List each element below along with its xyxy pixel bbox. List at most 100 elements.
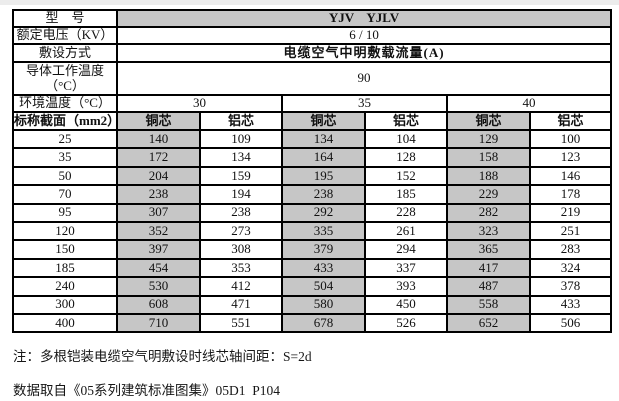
ampacity-value-cell: 204 <box>116 165 201 187</box>
section-label-cell: 标称截面（mm2） <box>12 111 118 131</box>
ampacity-value-cell: 530 <box>116 276 201 297</box>
ampacity-value-cell: 228 <box>364 202 448 223</box>
table-row: 150 397 308 379 294 365 283 <box>12 239 613 260</box>
laying-value-cell: 电缆空气中明敷载流量(A) <box>115 43 613 63</box>
ambient-temp-row: 环境温度（°C） 30 35 40 <box>12 94 613 113</box>
ambient-temp-30-cell: 30 <box>116 94 283 113</box>
ampacity-value-cell: 608 <box>116 294 201 315</box>
ampacity-value-cell: 506 <box>528 312 613 334</box>
table-row: 95 307 238 292 228 282 219 <box>12 202 613 223</box>
section-size-cell: 300 <box>12 294 118 315</box>
ampacity-value-cell: 152 <box>364 165 448 187</box>
ampacity-value-cell: 282 <box>446 202 531 223</box>
ampacity-value-cell: 100 <box>528 128 613 150</box>
voltage-label-cell: 额定电压（KV） <box>12 26 118 45</box>
ampacity-value-cell: 251 <box>528 220 613 242</box>
ampacity-value-cell: 551 <box>199 312 283 334</box>
ampacity-value-cell: 678 <box>281 312 366 334</box>
section-size-cell: 95 <box>12 202 118 223</box>
footnote-spacing: 注：多根铠装电缆空气明敷设时线芯轴间距：S=2d <box>13 349 312 364</box>
aluminum-core-header: 铝芯 <box>528 111 613 131</box>
ampacity-value-cell: 134 <box>281 128 366 150</box>
ampacity-value-cell: 158 <box>446 147 531 168</box>
ampacity-value-cell: 417 <box>446 257 531 279</box>
table-row: 400 710 551 678 526 652 506 <box>12 312 613 334</box>
ampacity-value-cell: 188 <box>446 165 531 187</box>
ampacity-value-cell: 308 <box>199 239 283 260</box>
model-row: 型 号 YJV YJLV <box>12 9 613 28</box>
ampacity-value-cell: 238 <box>199 202 283 223</box>
ampacity-value-cell: 104 <box>364 128 448 150</box>
ampacity-value-cell: 393 <box>364 276 448 297</box>
ampacity-value-cell: 128 <box>364 147 448 168</box>
section-size-cell: 50 <box>12 165 118 187</box>
ampacity-value-cell: 337 <box>364 257 448 279</box>
table-row: 120 352 273 335 261 323 251 <box>12 220 613 242</box>
laying-label-cell: 敷设方式 <box>12 43 118 63</box>
ampacity-value-cell: 134 <box>199 147 283 168</box>
ampacity-value-cell: 412 <box>199 276 283 297</box>
ampacity-value-cell: 397 <box>116 239 201 260</box>
table-row: 240 530 412 504 393 487 378 <box>12 276 613 297</box>
section-size-cell: 400 <box>12 312 118 334</box>
ampacity-value-cell: 324 <box>528 257 613 279</box>
ampacity-value-cell: 185 <box>364 184 448 205</box>
copper-core-header: 铜芯 <box>446 111 531 131</box>
section-size-cell: 120 <box>12 220 118 242</box>
ampacity-value-cell: 159 <box>199 165 283 187</box>
conductor-temp-value-cell: 90 <box>115 61 613 96</box>
ampacity-value-cell: 580 <box>281 294 366 315</box>
ambient-temp-40-cell: 40 <box>445 94 613 113</box>
ampacity-value-cell: 238 <box>281 184 366 205</box>
aluminum-core-header: 铝芯 <box>364 111 448 131</box>
ampacity-value-cell: 194 <box>199 184 283 205</box>
ampacity-value-cell: 378 <box>528 276 613 297</box>
ampacity-value-cell: 229 <box>446 184 531 205</box>
ampacity-value-cell: 352 <box>116 220 201 242</box>
ampacity-value-cell: 526 <box>364 312 448 334</box>
section-size-cell: 70 <box>12 184 118 205</box>
ampacity-value-cell: 323 <box>446 220 531 242</box>
ampacity-value-cell: 129 <box>446 128 531 150</box>
section-size-cell: 185 <box>12 257 118 279</box>
footnote-source: 数据取自《05系列建筑标准图集》05D1 P104 <box>13 383 281 398</box>
voltage-value-cell: 6 / 10 <box>115 26 613 45</box>
ampacity-value-cell: 219 <box>528 202 613 223</box>
ampacity-value-cell: 558 <box>446 294 531 315</box>
section-size-cell: 35 <box>12 147 118 168</box>
copper-core-header: 铜芯 <box>281 111 366 131</box>
rated-voltage-row: 额定电压（KV） 6 / 10 <box>12 26 613 45</box>
ampacity-value-cell: 471 <box>199 294 283 315</box>
ampacity-value-cell: 140 <box>116 128 201 150</box>
ampacity-value-cell: 294 <box>364 239 448 260</box>
table-body: 25 140 109 134 104 129 100 35 172 134 164 128 158 123… <box>12 128 613 334</box>
ampacity-value-cell: 283 <box>528 239 613 260</box>
ampacity-value-cell: 123 <box>528 147 613 168</box>
table-row: 35 172 134 164 128 158 123 <box>12 147 613 168</box>
table-row: 185 454 353 433 337 417 324 <box>12 257 613 279</box>
ampacity-value-cell: 652 <box>446 312 531 334</box>
ampacity-value-cell: 454 <box>116 257 201 279</box>
table-row: 70 238 194 238 185 229 178 <box>12 184 613 205</box>
ampacity-value-cell: 335 <box>281 220 366 242</box>
ambient-temp-label-cell: 环境温度（°C） <box>12 94 118 113</box>
table-row: 50 204 159 195 152 188 146 <box>12 165 613 187</box>
scan-artifact-band <box>0 0 619 5</box>
ampacity-value-cell: 238 <box>116 184 201 205</box>
section-size-cell: 25 <box>12 128 118 150</box>
ampacity-value-cell: 433 <box>528 294 613 315</box>
ampacity-value-cell: 172 <box>116 147 201 168</box>
ampacity-value-cell: 450 <box>364 294 448 315</box>
ampacity-value-cell: 353 <box>199 257 283 279</box>
ampacity-value-cell: 178 <box>528 184 613 205</box>
ampacity-value-cell: 292 <box>281 202 366 223</box>
aluminum-core-header: 铝芯 <box>199 111 283 131</box>
cable-ampacity-table: 型 号 YJV YJLV 额定电压（KV） 6 / 10 敷设方式 电缆空气中明… <box>12 9 613 334</box>
table-row: 25 140 109 134 104 129 100 <box>12 128 613 150</box>
model-value-cell: YJV YJLV <box>115 9 613 28</box>
core-type-header-row: 标称截面（mm2） 铜芯 铝芯 铜芯 铝芯 铜芯 铝芯 <box>12 111 613 131</box>
ampacity-value-cell: 487 <box>446 276 531 297</box>
ampacity-value-cell: 261 <box>364 220 448 242</box>
ambient-temp-35-cell: 35 <box>281 94 448 113</box>
ampacity-value-cell: 164 <box>281 147 366 168</box>
